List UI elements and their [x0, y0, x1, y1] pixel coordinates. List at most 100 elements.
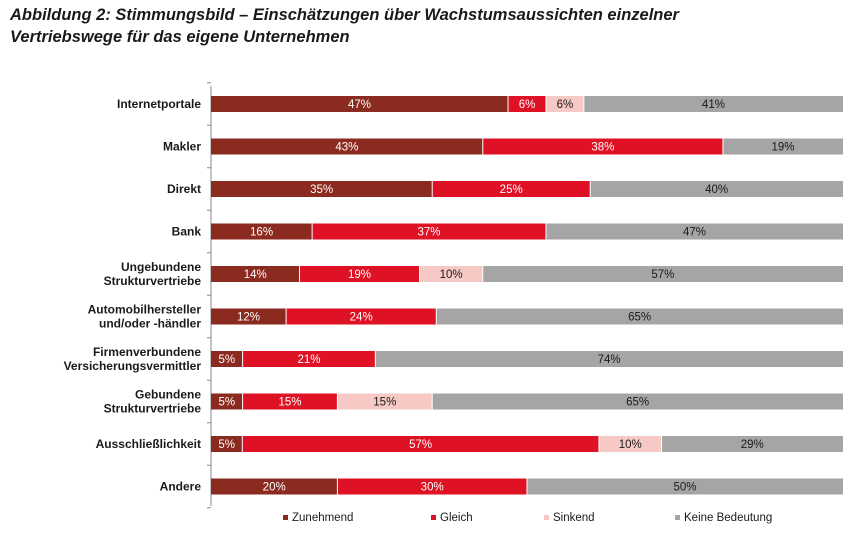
bar-segment-gleich-andere	[337, 478, 527, 495]
bar-segment-zunehmend-firmenverbundene-versicherungsvermittler	[211, 351, 243, 367]
axis-layer	[207, 82, 212, 509]
data-label-gleich-gebundene-strukturvertriebe: 15%	[278, 397, 301, 409]
data-label-gleich-internetportale: 6%	[519, 99, 536, 111]
data-label-zunehmend-makler: 43%	[335, 142, 358, 154]
category-label-line: Andere	[160, 480, 202, 494]
legend-label-keine-bedeutung: Keine Bedeutung	[684, 512, 772, 524]
chart-title-line-2: Vertriebswege für das eigene Unternehmen	[10, 28, 350, 46]
legend-swatch-sinkend	[544, 515, 549, 520]
data-label-keine-bedeutung-gebundene-strukturvertriebe: 65%	[626, 397, 649, 409]
bar-segment-zunehmend-ausschliesslichkeit	[211, 436, 243, 452]
bar-segment-zunehmend-automobilhersteller-und-oder-h-ndler	[211, 308, 287, 325]
bar-segment-keine-bedeutung-firmenverbundene-versicherungsvermittler	[375, 351, 843, 367]
legend-label-gleich: Gleich	[440, 512, 473, 524]
bars-layer: 47% 6% 6% 41% 43% 38% 19% 35% 25% 40% 16% 37% 47% 14%…	[211, 96, 843, 495]
data-label-sinkend-ungebundene-strukturvertriebe: 10%	[440, 269, 463, 281]
data-label-zunehmend-gebundene-strukturvertriebe: 5%	[218, 397, 235, 409]
legend-swatch-gleich	[431, 515, 436, 520]
bar-segment-gleich-direkt	[432, 181, 591, 197]
category-label-line: Gebundene	[135, 388, 201, 402]
category-label-line: und/oder -händler	[99, 317, 201, 331]
data-label-sinkend-ausschliesslichkeit: 10%	[619, 439, 642, 451]
category-label-line: Ausschließlichkeit	[96, 437, 201, 451]
category-label-line: Makler	[163, 140, 201, 154]
data-label-keine-bedeutung-firmenverbundene-versicherungsvermittler: 74%	[598, 354, 621, 366]
category-label-line: Internetportale	[117, 97, 201, 111]
bar-segment-keine-bedeutung-makler	[722, 138, 843, 155]
data-label-gleich-firmenverbundene-versicherungsvermittler: 21%	[297, 354, 320, 366]
bar-segment-gleich-firmenverbundene-versicherungsvermittler	[242, 351, 376, 367]
category-label-firmenverbundene-versicherungsvermittler: Firmenverbundene Versicherungsvermittler	[64, 345, 202, 373]
data-label-keine-bedeutung-direkt: 40%	[705, 184, 728, 196]
chart-title: Abbildung 2: Stimmungsbild – Einschätzun…	[10, 4, 840, 48]
category-label-line: Strukturvertriebe	[104, 274, 202, 288]
bar-segment-gleich-ausschliesslichkeit	[242, 436, 599, 452]
bar-segment-gleich-automobilhersteller-und-oder-h-ndler	[286, 308, 437, 325]
bar-segment-keine-bedeutung-automobilhersteller-und-oder-h-ndler	[436, 308, 843, 325]
category-label-line: Bank	[172, 225, 202, 239]
bar-segment-gleich-bank	[312, 223, 546, 240]
bar-segment-gleich-makler	[482, 138, 723, 155]
category-label-ausschliesslichkeit: Ausschließlichkeit	[96, 437, 201, 451]
data-label-keine-bedeutung-automobilhersteller-und-oder-h-ndler: 65%	[628, 312, 651, 324]
bar-segment-keine-bedeutung-ungebundene-strukturvertriebe	[482, 266, 843, 282]
data-label-gleich-direkt: 25%	[500, 184, 523, 196]
category-label-andere: Andere	[160, 480, 202, 494]
data-label-keine-bedeutung-bank: 47%	[683, 227, 706, 239]
data-label-zunehmend-ausschliesslichkeit: 5%	[218, 439, 235, 451]
data-label-gleich-ungebundene-strukturvertriebe: 19%	[348, 269, 371, 281]
bar-segment-sinkend-gebundene-strukturvertriebe	[337, 393, 433, 410]
bar-segment-zunehmend-andere	[211, 478, 338, 495]
chart-title-line-1: Abbildung 2: Stimmungsbild – Einschätzun…	[10, 6, 679, 24]
category-label-makler: Makler	[163, 140, 201, 154]
legend: Zunehmend Gleich Sinkend Keine Bedeutung	[283, 512, 772, 524]
category-label-line: Direkt	[167, 182, 201, 196]
legend-swatch-zunehmend	[283, 515, 288, 520]
data-label-sinkend-gebundene-strukturvertriebe: 15%	[373, 397, 396, 409]
legend-label-zunehmend: Zunehmend	[292, 512, 353, 524]
data-label-gleich-andere: 30%	[421, 482, 444, 494]
category-label-line: Ungebundene	[121, 260, 201, 274]
category-label-line: Strukturvertriebe	[104, 402, 202, 416]
bar-segment-keine-bedeutung-direkt	[590, 181, 843, 197]
bar-segment-zunehmend-makler	[211, 138, 483, 155]
bar-segment-zunehmend-gebundene-strukturvertriebe	[211, 393, 243, 410]
legend-label-sinkend: Sinkend	[553, 512, 595, 524]
legend-swatch-keine-bedeutung	[675, 515, 680, 520]
data-label-zunehmend-firmenverbundene-versicherungsvermittler: 5%	[218, 354, 235, 366]
bar-segment-gleich-ungebundene-strukturvertriebe	[299, 266, 420, 282]
data-label-gleich-automobilhersteller-und-oder-h-ndler: 24%	[350, 312, 373, 324]
category-label-direkt: Direkt	[167, 182, 201, 196]
bar-segment-sinkend-ungebundene-strukturvertriebe	[419, 266, 483, 282]
data-label-zunehmend-automobilhersteller-und-oder-h-ndler: 12%	[237, 312, 260, 324]
bar-segment-zunehmend-ungebundene-strukturvertriebe	[211, 266, 300, 282]
data-label-zunehmend-bank: 16%	[250, 227, 273, 239]
data-label-keine-bedeutung-andere: 50%	[673, 482, 696, 494]
data-label-zunehmend-andere: 20%	[263, 482, 286, 494]
bar-segment-keine-bedeutung-gebundene-strukturvertriebe	[432, 393, 843, 410]
bar-segment-sinkend-internetportale	[545, 96, 584, 112]
data-label-keine-bedeutung-ausschliesslichkeit: 29%	[741, 439, 764, 451]
data-label-zunehmend-direkt: 35%	[310, 184, 333, 196]
category-label-line: Versicherungsvermittler	[64, 359, 202, 373]
bar-segment-gleich-internetportale	[508, 96, 546, 112]
bar-segment-keine-bedeutung-internetportale	[583, 96, 843, 112]
category-label-automobilhersteller-und-oder-h-ndler: Automobilhersteller und/oder -händler	[88, 303, 202, 331]
category-labels: Internetportale Makler Direkt Bank Ungebunde…	[64, 97, 202, 494]
category-label-gebundene-strukturvertriebe: Gebundene Strukturvertriebe	[104, 388, 202, 416]
data-label-gleich-makler: 38%	[591, 142, 614, 154]
data-label-keine-bedeutung-internetportale: 41%	[702, 99, 725, 111]
bar-segment-keine-bedeutung-bank	[545, 223, 843, 240]
bar-segment-keine-bedeutung-ausschliesslichkeit	[661, 436, 843, 452]
bar-segment-zunehmend-bank	[211, 223, 313, 240]
data-label-sinkend-internetportale: 6%	[557, 99, 574, 111]
bar-segment-gleich-gebundene-strukturvertriebe	[242, 393, 338, 410]
data-label-zunehmend-ungebundene-strukturvertriebe: 14%	[244, 269, 267, 281]
data-label-zunehmend-internetportale: 47%	[348, 99, 371, 111]
data-label-gleich-bank: 37%	[418, 227, 441, 239]
data-label-keine-bedeutung-makler: 19%	[771, 142, 794, 154]
bar-segment-zunehmend-internetportale	[211, 96, 509, 112]
category-label-bank: Bank	[172, 225, 202, 239]
category-label-ungebundene-strukturvertriebe: Ungebundene Strukturvertriebe	[104, 260, 202, 288]
